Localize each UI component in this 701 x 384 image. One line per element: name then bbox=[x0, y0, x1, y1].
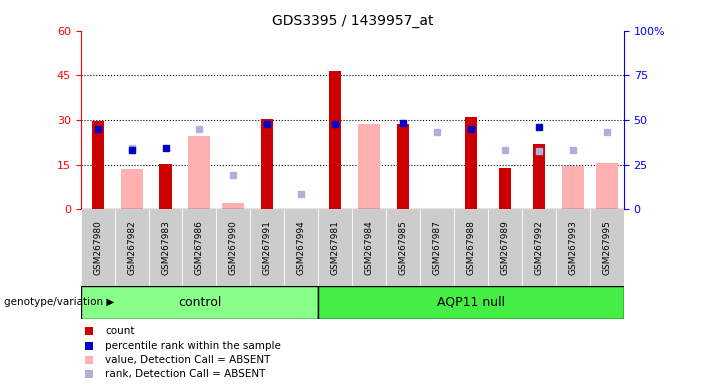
Text: GSM267982: GSM267982 bbox=[127, 220, 136, 275]
Text: GSM267989: GSM267989 bbox=[501, 220, 510, 275]
Bar bbox=[533, 144, 545, 209]
Bar bbox=[285, 209, 318, 286]
Bar bbox=[596, 163, 618, 209]
Bar bbox=[556, 209, 590, 286]
Bar bbox=[182, 209, 217, 286]
Bar bbox=[149, 209, 182, 286]
Bar bbox=[386, 209, 420, 286]
Text: AQP11 null: AQP11 null bbox=[437, 296, 505, 309]
Bar bbox=[217, 209, 250, 286]
Text: count: count bbox=[105, 326, 135, 336]
Bar bbox=[159, 164, 172, 209]
Bar bbox=[499, 168, 511, 209]
Text: GSM267987: GSM267987 bbox=[433, 220, 442, 275]
Bar bbox=[465, 117, 477, 209]
Bar bbox=[81, 209, 114, 286]
Bar bbox=[590, 209, 624, 286]
Bar bbox=[261, 119, 273, 209]
Bar bbox=[114, 209, 149, 286]
Text: GSM267984: GSM267984 bbox=[365, 220, 374, 275]
Bar bbox=[222, 204, 245, 209]
Text: percentile rank within the sample: percentile rank within the sample bbox=[105, 341, 281, 351]
Bar bbox=[92, 121, 104, 209]
Bar bbox=[318, 286, 624, 319]
Bar bbox=[488, 209, 522, 286]
Bar bbox=[454, 209, 488, 286]
Bar bbox=[329, 71, 341, 209]
Text: GSM267980: GSM267980 bbox=[93, 220, 102, 275]
Bar bbox=[318, 209, 353, 286]
Text: GSM267981: GSM267981 bbox=[331, 220, 340, 275]
Text: GSM267986: GSM267986 bbox=[195, 220, 204, 275]
Bar bbox=[189, 136, 210, 209]
Text: GSM267992: GSM267992 bbox=[534, 220, 543, 275]
Title: GDS3395 / 1439957_at: GDS3395 / 1439957_at bbox=[271, 14, 433, 28]
Bar bbox=[81, 286, 318, 319]
Bar bbox=[397, 124, 409, 209]
Text: rank, Detection Call = ABSENT: rank, Detection Call = ABSENT bbox=[105, 369, 266, 379]
Text: GSM267988: GSM267988 bbox=[467, 220, 475, 275]
Text: GSM267994: GSM267994 bbox=[297, 220, 306, 275]
Text: GSM267993: GSM267993 bbox=[569, 220, 578, 275]
Bar bbox=[353, 209, 386, 286]
Text: genotype/variation ▶: genotype/variation ▶ bbox=[4, 297, 114, 308]
Bar bbox=[358, 124, 380, 209]
Text: GSM267990: GSM267990 bbox=[229, 220, 238, 275]
Text: GSM267983: GSM267983 bbox=[161, 220, 170, 275]
Text: GSM267991: GSM267991 bbox=[263, 220, 272, 275]
Text: GSM267985: GSM267985 bbox=[399, 220, 408, 275]
Bar bbox=[522, 209, 556, 286]
Bar bbox=[562, 166, 584, 209]
Text: control: control bbox=[178, 296, 221, 309]
Bar bbox=[420, 209, 454, 286]
Bar bbox=[250, 209, 285, 286]
Text: value, Detection Call = ABSENT: value, Detection Call = ABSENT bbox=[105, 355, 271, 365]
Bar bbox=[121, 169, 142, 209]
Text: GSM267995: GSM267995 bbox=[602, 220, 611, 275]
